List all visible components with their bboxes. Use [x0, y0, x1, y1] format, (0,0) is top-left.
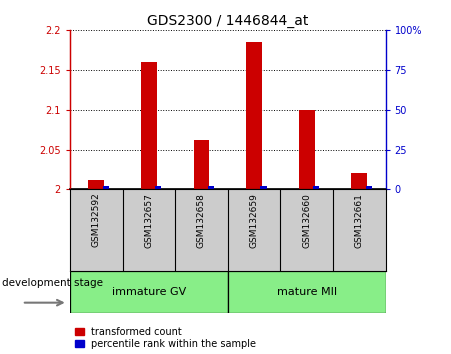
- Bar: [260, 186, 267, 189]
- Text: GSM132592: GSM132592: [92, 193, 101, 247]
- Bar: [366, 186, 372, 189]
- Bar: [88, 180, 104, 189]
- Text: GSM132658: GSM132658: [197, 193, 206, 247]
- Text: GSM132661: GSM132661: [355, 193, 364, 247]
- Text: mature MII: mature MII: [276, 287, 337, 297]
- Bar: [228, 271, 386, 313]
- Bar: [208, 186, 214, 189]
- Bar: [299, 110, 315, 189]
- Bar: [141, 62, 157, 189]
- Bar: [351, 173, 367, 189]
- Text: GSM132660: GSM132660: [302, 193, 311, 247]
- Bar: [70, 271, 228, 313]
- Text: development stage: development stage: [2, 278, 103, 288]
- Bar: [155, 186, 161, 189]
- Bar: [102, 186, 109, 189]
- Text: GSM132657: GSM132657: [144, 193, 153, 247]
- Bar: [313, 186, 319, 189]
- Text: GSM132659: GSM132659: [249, 193, 258, 247]
- Bar: [193, 140, 209, 189]
- Title: GDS2300 / 1446844_at: GDS2300 / 1446844_at: [147, 14, 308, 28]
- Bar: [246, 42, 262, 189]
- Legend: transformed count, percentile rank within the sample: transformed count, percentile rank withi…: [75, 327, 256, 349]
- Text: immature GV: immature GV: [112, 287, 186, 297]
